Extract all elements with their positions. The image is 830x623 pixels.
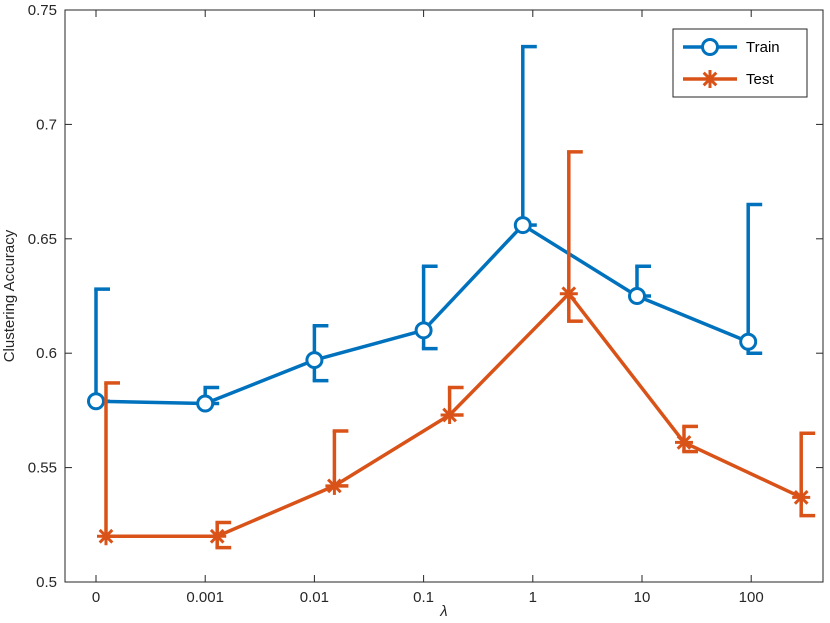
legend-label: Train [746,39,780,56]
asterisk-stroke [98,528,114,544]
x-axis-label: λ [439,603,447,620]
data-point [414,321,433,340]
data-point [196,394,215,413]
asterisk-stroke [793,489,809,505]
legend-entry-train: Train [683,38,780,56]
data-point [792,488,811,507]
x-tick-label: 0 [92,589,100,606]
data-point [513,216,532,235]
asterisk-stroke [442,407,457,423]
data-point [97,527,115,546]
data-point [559,284,578,303]
data-point [305,351,324,370]
legend-box [672,28,808,98]
legend-marker [701,70,719,88]
data-point [675,433,693,452]
x-tick-label: 100 [739,589,764,606]
x-tick-label: 0.01 [300,589,329,606]
legend: Train Test [672,28,808,98]
legend-label: Test [746,71,774,88]
data-point [440,405,459,424]
y-tick-label: 0.75 [28,2,57,19]
legend-marker [701,38,719,56]
asterisk-stroke [561,286,577,302]
x-tick-label: 10 [634,589,651,606]
series-test [97,150,816,550]
asterisk-stroke [676,435,692,450]
asterisk-stroke [209,528,225,544]
legend-entry-test: Test [683,70,774,88]
y-tick-label: 0.65 [28,231,57,248]
asterisk-stroke [702,71,718,87]
data-point [325,476,344,495]
x-tick-label: 0.001 [186,589,224,606]
data-point [739,332,758,351]
asterisk-stroke [327,478,342,494]
data-point [628,287,646,305]
plot-area [64,9,824,583]
data-point [208,527,227,546]
axis-ticks: 0.5 0.55 0.6 0.65 0.7 0.75 0 0.001 0.01 0.1 1 10 100 [28,2,823,606]
x-tick-label: 0.1 [413,589,434,606]
series-train [87,44,763,413]
y-tick-label: 0.6 [36,345,57,362]
series-layer [87,44,816,550]
y-tick-label: 0.5 [36,574,57,591]
x-tick-label: 1 [529,589,537,606]
data-point [87,392,105,411]
y-tick-label: 0.7 [36,116,57,133]
y-tick-label: 0.55 [28,460,57,477]
y-axis-label: Clustering Accuracy [1,229,18,362]
